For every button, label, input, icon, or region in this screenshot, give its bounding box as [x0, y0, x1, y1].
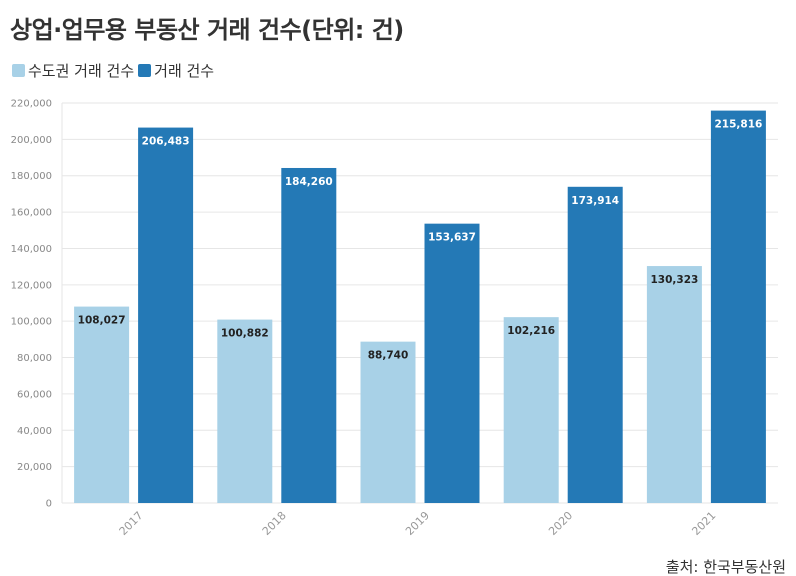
- bar-total-2018[interactable]: [281, 167, 337, 503]
- legend-item-total[interactable]: 거래 건수: [138, 60, 214, 81]
- legend-label-capital-area: 수도권 거래 건수: [28, 62, 135, 80]
- legend-swatch-capital-area: [12, 64, 25, 77]
- bar-total-2017[interactable]: [138, 127, 194, 504]
- y-tick-label: 220,000: [11, 99, 52, 110]
- x-tick-label: 2017: [117, 509, 146, 538]
- y-tick-label: 140,000: [11, 244, 52, 255]
- legend-label-total: 거래 건수: [154, 62, 215, 80]
- data-label: 184,260: [285, 176, 333, 188]
- data-label: 100,882: [221, 328, 269, 340]
- y-tick-label: 160,000: [11, 208, 52, 219]
- bar-capital-area-2019[interactable]: [360, 341, 416, 503]
- y-tick-label: 80,000: [17, 353, 52, 364]
- data-label: 88,740: [368, 350, 409, 362]
- chart-legend: 수도권 거래 건수 거래 건수: [12, 60, 218, 81]
- bar-total-2021[interactable]: [710, 110, 766, 503]
- x-tick-label: 2019: [403, 509, 432, 538]
- y-tick-label: 0: [46, 499, 52, 510]
- y-tick-label: 60,000: [17, 389, 52, 400]
- bars: [74, 110, 766, 504]
- x-tick-label: 2021: [689, 509, 718, 538]
- y-tick-label: 120,000: [11, 280, 52, 291]
- legend-item-capital-area[interactable]: 수도권 거래 건수: [12, 60, 134, 81]
- data-labels: 108,027 206,483 100,882 184,260 88,740 153,63…: [78, 119, 763, 362]
- x-axis: 2017 2018 2019 2020 2021: [117, 509, 719, 538]
- data-label: 215,816: [714, 119, 762, 131]
- source-note: 출처: 한국부동산원: [665, 558, 786, 576]
- data-label: 102,216: [507, 325, 555, 337]
- y-axis: 0 20,000 40,000 60,000 80,000 100,000 120,000 1…: [11, 99, 52, 510]
- data-label: 173,914: [571, 195, 619, 207]
- bar-capital-area-2018[interactable]: [217, 319, 273, 503]
- bar-capital-area-2021[interactable]: [646, 266, 702, 503]
- bar-capital-area-2017[interactable]: [74, 306, 130, 503]
- y-tick-label: 100,000: [11, 317, 52, 328]
- legend-swatch-total: [138, 64, 152, 77]
- data-label: 153,637: [428, 232, 476, 244]
- bar-capital-area-2020[interactable]: [503, 317, 559, 503]
- data-label: 108,027: [78, 315, 126, 327]
- y-tick-label: 180,000: [11, 171, 52, 182]
- chart-title: 상업·업무용 부동산 거래 건수(단위: 건): [10, 16, 404, 44]
- x-tick-label: 2018: [260, 509, 289, 538]
- y-tick-label: 40,000: [17, 426, 52, 437]
- y-tick-label: 200,000: [11, 135, 52, 146]
- bar-total-2020[interactable]: [567, 186, 623, 503]
- x-tick-label: 2020: [546, 509, 575, 538]
- data-label: 130,323: [650, 274, 698, 286]
- data-label: 206,483: [142, 136, 190, 148]
- bar-total-2019[interactable]: [424, 223, 480, 503]
- y-tick-label: 20,000: [17, 462, 52, 473]
